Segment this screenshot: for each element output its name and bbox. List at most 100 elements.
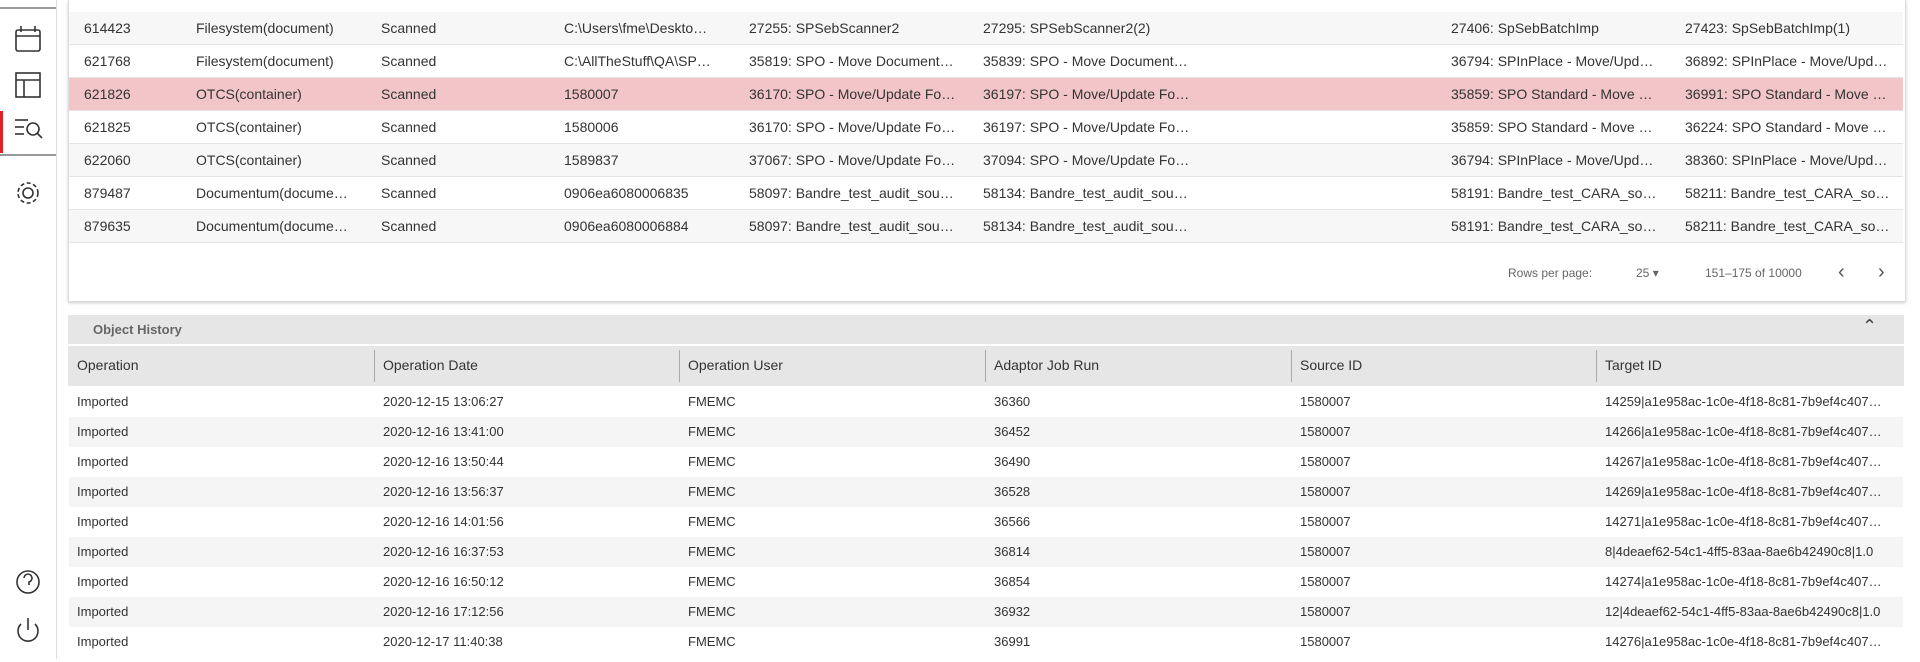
scan-cell: Scanned (381, 218, 437, 234)
scan-cell: 37067: SPO - Move/Update Fo… (749, 152, 956, 168)
scan-cell: 879635 (84, 218, 131, 234)
scan-cell: OTCS(container) (196, 119, 302, 135)
scan-cell: Scanned (381, 20, 437, 36)
history-cell: 2020-12-16 13:50:44 (383, 454, 504, 469)
history-cell: FMEMC (688, 454, 736, 469)
sidebar (0, 0, 57, 659)
history-cell: 2020-12-16 14:01:56 (383, 514, 504, 529)
scan-cell: 1580006 (564, 119, 619, 135)
scan-cell: 58211: Bandre_test_CARA_so… (1685, 218, 1890, 234)
scan-cell: 36224: SPO Standard - Move … (1685, 119, 1887, 135)
scan-cell: Filesystem(document) (196, 20, 334, 36)
scan-cell: 0906ea6080006835 (564, 185, 689, 201)
history-cell: 36360 (994, 394, 1031, 409)
column-header[interactable]: Operation Date (383, 357, 478, 373)
history-cell: 2020-12-17 11:40:38 (383, 634, 503, 649)
scan-cell: 58097: Bandre_test_audit_sou… (749, 185, 954, 201)
history-cell: Imported (77, 604, 129, 619)
history-cell: 1580007 (1300, 424, 1351, 439)
scan-cell: 621768 (84, 53, 131, 69)
history-row: Imported 2020-12-16 14:01:56 FMEMC 36566 158… (69, 507, 1903, 537)
scan-cell: 36170: SPO - Move/Update Fo… (749, 86, 956, 102)
scan-cell: 58134: Bandre_test_audit_sou… (983, 185, 1188, 201)
prev-page[interactable]: ‹ (1838, 261, 1845, 283)
pagination-range: 151–175 of 10000 (1705, 266, 1802, 280)
history-cell: 1580007 (1300, 634, 1351, 649)
column-header[interactable]: Operation (77, 357, 139, 373)
scan-cell: 37094: SPO - Move/Update Fo… (983, 152, 1190, 168)
history-cell: 14269|a1e958ac-1c0e-4f18-8c81-7b9ef4c407… (1605, 484, 1882, 499)
history-cell: 14267|a1e958ac-1c0e-4f18-8c81-7b9ef4c407… (1605, 454, 1882, 469)
history-cell: Imported (77, 574, 129, 589)
history-cell: FMEMC (688, 634, 736, 649)
history-cell: 14271|a1e958ac-1c0e-4f18-8c81-7b9ef4c407… (1605, 514, 1882, 529)
scan-cell: Documentum(docume… (196, 185, 348, 201)
scan-row[interactable]: 879487 Documentum(docume… Scanned 0906ea608… (69, 177, 1903, 210)
scan-cell: Scanned (381, 53, 437, 69)
history-header[interactable] (68, 315, 1904, 344)
history-cell: 1580007 (1300, 514, 1351, 529)
history-cell: FMEMC (688, 394, 736, 409)
next-page[interactable]: › (1878, 261, 1885, 283)
column-divider (679, 350, 680, 382)
collapse-icon[interactable]: ⌃ (1862, 316, 1878, 336)
scan-cell: 0906ea6080006884 (564, 218, 689, 234)
sidebar-icons (0, 7, 56, 642)
scan-row[interactable]: 879635 Documentum(docume… Scanned 0906ea608… (69, 210, 1903, 243)
history-cell: Imported (77, 394, 129, 409)
history-cell: 36566 (994, 514, 1031, 529)
scan-row[interactable]: 621825 OTCS(container) Scanned 1580006 36170… (69, 111, 1903, 144)
scan-row[interactable]: 621826 OTCS(container) Scanned 1580007 36170… (69, 78, 1903, 111)
history-cell: 36452 (994, 424, 1031, 439)
column-divider (374, 350, 375, 382)
scan-cell: 27255: SPSebScanner2 (749, 20, 900, 36)
column-header[interactable]: Adaptor Job Run (994, 357, 1100, 373)
scan-cell: C:\Users\fme\Deskto… (564, 20, 708, 36)
scan-cell: C:\AllTheStuff\QA\SP… (564, 53, 711, 69)
history-cell: Imported (77, 484, 129, 499)
column-divider (1596, 350, 1597, 382)
column-header[interactable]: Target ID (1605, 357, 1662, 373)
history-row: Imported 2020-12-16 16:50:12 FMEMC 36854 158… (69, 567, 1903, 597)
scan-cell: 58191: Bandre_test_CARA_so… (1451, 218, 1657, 234)
history-cell: FMEMC (688, 514, 736, 529)
history-title: Object History (93, 322, 182, 337)
history-cell: 1580007 (1300, 544, 1351, 559)
history-cell: 12|4deaef62-54c1-4ff5-83aa-8ae6b42490c8|… (1605, 604, 1881, 619)
history-cell: FMEMC (688, 424, 736, 439)
scan-row[interactable]: 621768 Filesystem(document) Scanned C:\AllT… (69, 45, 1903, 78)
history-cell: 36490 (994, 454, 1031, 469)
history-cell: 36814 (994, 544, 1031, 559)
history-row: Imported 2020-12-16 16:37:53 FMEMC 36814 158… (69, 537, 1903, 567)
history-cell: 2020-12-16 17:12:56 (383, 604, 504, 619)
history-cell: Imported (77, 544, 129, 559)
scan-cell: 879487 (84, 185, 131, 201)
history-cell: 1580007 (1300, 604, 1351, 619)
scan-row[interactable]: 614423 Filesystem(document) Scanned C:\User… (69, 12, 1903, 45)
history-cell: Imported (77, 454, 129, 469)
scan-cell: OTCS(container) (196, 86, 302, 102)
scan-cell: Documentum(docume… (196, 218, 348, 234)
scan-cell: 621825 (84, 119, 131, 135)
scan-cell: 38360: SPInPlace - Move/Upd… (1685, 152, 1888, 168)
scan-row[interactable]: 622060 OTCS(container) Scanned 1589837 37067… (69, 144, 1903, 177)
history-row: Imported 2020-12-16 17:12:56 FMEMC 36932 158… (69, 597, 1903, 627)
history-cell: 1580007 (1300, 574, 1351, 589)
history-cell: 14276|a1e958ac-1c0e-4f18-8c81-7b9ef4c407… (1605, 634, 1882, 649)
scan-cell: 27295: SPSebScanner2(2) (983, 20, 1151, 36)
scan-cell: 27423: SpSebBatchImp(1) (1685, 20, 1850, 36)
history-cell: 1580007 (1300, 394, 1351, 409)
scan-cell: 27406: SpSebBatchImp (1451, 20, 1599, 36)
history-cell: FMEMC (688, 544, 736, 559)
history-cell: 14259|a1e958ac-1c0e-4f18-8c81-7b9ef4c407… (1605, 394, 1882, 409)
history-cell: FMEMC (688, 604, 736, 619)
scan-table (68, 0, 1906, 302)
scan-cell: 58211: Bandre_test_CARA_so… (1685, 185, 1890, 201)
scan-cell: OTCS(container) (196, 152, 302, 168)
rows-per-page-select[interactable]: 25 ▾ (1636, 266, 1659, 280)
column-header[interactable]: Source ID (1300, 357, 1363, 373)
column-header[interactable]: Operation User (688, 357, 783, 373)
history-cell: 1580007 (1300, 484, 1351, 499)
scan-cell: 58134: Bandre_test_audit_sou… (983, 218, 1188, 234)
